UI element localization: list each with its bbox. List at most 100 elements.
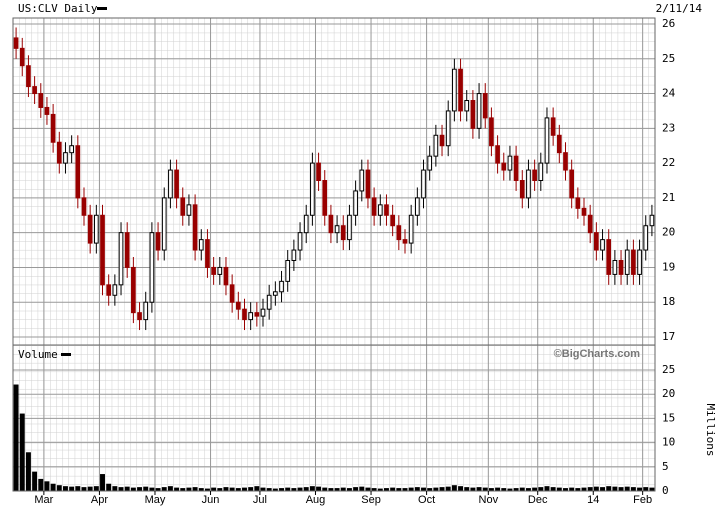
volume-bar <box>340 487 346 491</box>
candle-body <box>242 308 247 321</box>
volume-axis-label: Millions <box>704 404 717 457</box>
candle-body <box>328 214 334 234</box>
candle-body <box>482 93 488 119</box>
volume-bar <box>167 486 173 491</box>
candle-body <box>470 100 476 129</box>
candle-body <box>501 162 507 171</box>
volume-bar <box>118 487 124 491</box>
candle-body <box>643 225 649 251</box>
volume-bar <box>377 488 383 491</box>
y-tick-label: 23 <box>662 121 675 134</box>
candle-body <box>340 225 346 241</box>
volume-bar <box>600 487 605 491</box>
volume-bar <box>643 487 649 491</box>
volume-bar <box>519 487 525 491</box>
candle-body <box>223 266 229 286</box>
candle-body <box>26 65 31 88</box>
volume-bar <box>637 487 643 491</box>
candle-body <box>637 249 642 275</box>
volume-bar <box>297 487 303 491</box>
volume-bar <box>384 488 389 491</box>
candle-body <box>581 207 587 216</box>
candle-body <box>285 259 291 282</box>
volume-bar <box>32 471 38 491</box>
volume-bar <box>303 487 309 491</box>
candle-body <box>205 239 210 268</box>
volume-bar <box>316 486 322 491</box>
candle-body <box>507 155 513 171</box>
candle-body <box>124 232 130 268</box>
x-tick-label: Nov <box>479 494 499 506</box>
volume-bar <box>606 486 612 491</box>
candle-body <box>538 162 544 182</box>
volume-bar <box>482 487 488 491</box>
volume-bar <box>161 487 167 491</box>
candle-body <box>100 214 105 286</box>
volume-bar <box>217 488 223 491</box>
candle-body <box>569 169 575 199</box>
candle-body <box>63 152 68 164</box>
volume-bar <box>44 481 50 491</box>
candle-body <box>50 113 56 143</box>
candle-body <box>235 301 241 310</box>
volume-bar <box>581 487 587 491</box>
volume-bar <box>464 487 470 491</box>
volume-bar <box>266 488 272 491</box>
volume-bar <box>149 487 155 491</box>
candle-body <box>476 93 482 129</box>
candle-body <box>563 152 568 171</box>
volume-bar <box>587 487 593 491</box>
volume-bar <box>346 488 352 491</box>
volume-bar <box>186 487 192 491</box>
candle-body <box>526 169 531 199</box>
volume-bar <box>248 487 254 491</box>
volume-bar <box>532 487 538 491</box>
volume-bar <box>359 486 365 491</box>
candle-body <box>353 190 358 216</box>
x-tick-label: Aug <box>306 494 326 506</box>
volume-bar <box>130 487 136 491</box>
candle-body <box>87 214 93 244</box>
volume-bar <box>408 487 414 491</box>
x-tick-label: May <box>145 494 166 506</box>
volume-bar <box>538 487 544 491</box>
volume-bar <box>390 487 396 491</box>
x-tick-label: Sep <box>361 494 381 506</box>
candle-body <box>229 284 235 303</box>
volume-bar <box>19 413 25 491</box>
volume-bar <box>501 488 507 491</box>
candle-body <box>273 291 278 296</box>
volume-bar <box>630 487 636 491</box>
volume-bar <box>427 488 433 491</box>
candle-body <box>396 225 402 241</box>
candle-body <box>556 134 562 154</box>
candle-body <box>174 169 179 199</box>
volume-bar <box>204 488 210 491</box>
candle-body <box>137 312 142 321</box>
volume-bar <box>242 487 247 491</box>
volume-bar <box>618 487 624 491</box>
volume-bar <box>445 486 451 491</box>
candle-body <box>384 204 389 216</box>
y-tick-label: 24 <box>662 87 676 100</box>
candle-body <box>316 162 321 182</box>
volume-tick-label: 10 <box>662 436 675 449</box>
candle-body <box>56 141 62 164</box>
candle-body <box>322 180 328 216</box>
volume-bar <box>396 488 402 491</box>
x-tick-label: Oct <box>418 494 435 506</box>
volume-bar <box>124 486 130 491</box>
candle-body <box>291 249 297 261</box>
candle-body <box>427 155 433 171</box>
candle-body <box>297 232 303 251</box>
volume-bar <box>402 488 408 491</box>
candle-body <box>310 162 315 216</box>
legend-swatch <box>61 353 71 356</box>
candle-body <box>421 169 426 199</box>
legend-swatch <box>97 7 107 10</box>
volume-bar <box>353 487 359 491</box>
volume-bar <box>174 487 180 491</box>
candle-body <box>587 214 593 234</box>
candle-body <box>75 145 81 199</box>
